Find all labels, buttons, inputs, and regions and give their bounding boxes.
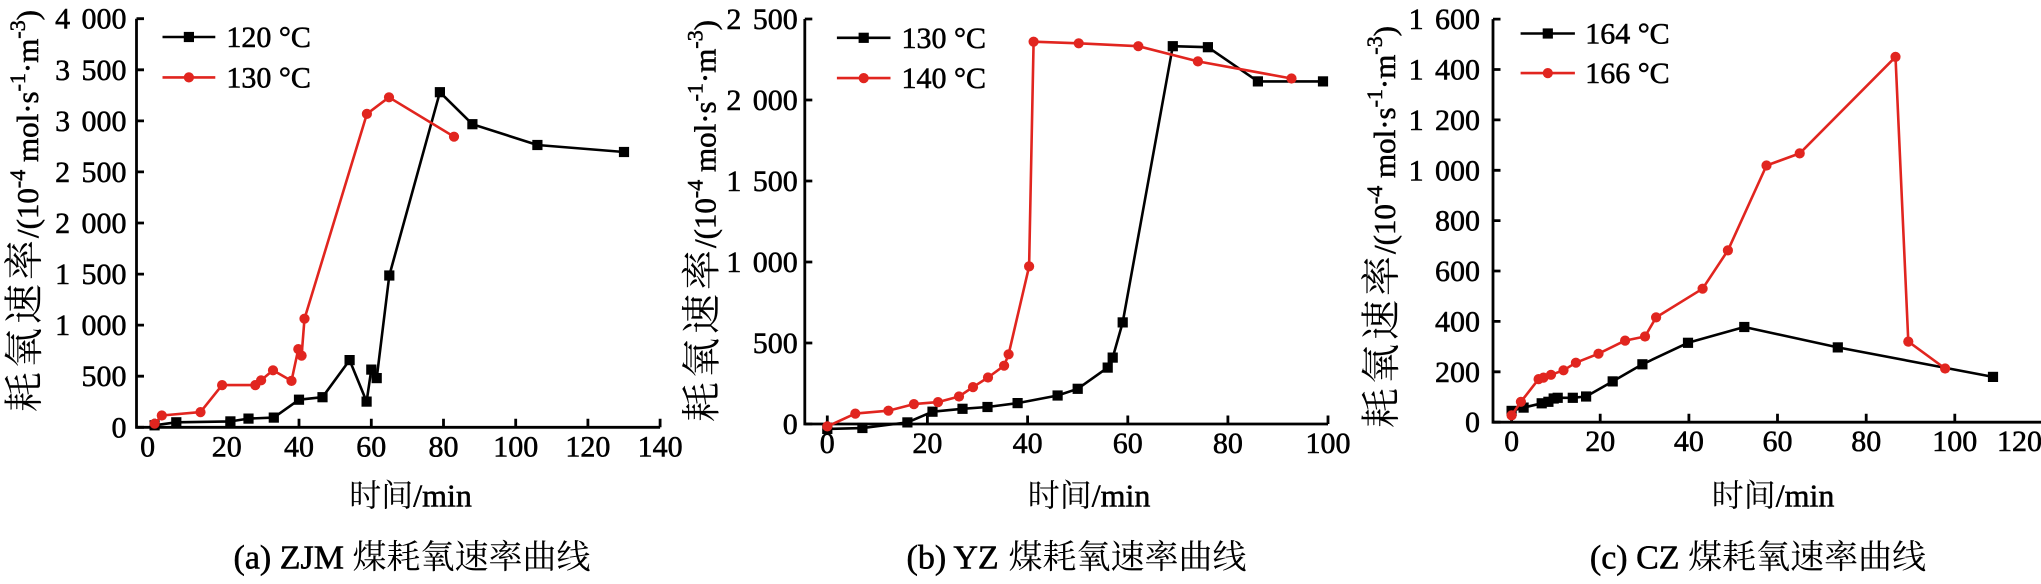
svg-text:100: 100 [1932,425,1977,458]
svg-text:/(10: /(10 [1367,204,1402,254]
svg-text:/min: /min [1776,478,1835,514]
svg-text:0: 0 [112,411,127,444]
svg-text:40: 40 [1013,427,1043,460]
svg-text:500: 500 [82,360,127,393]
svg-text:·m: ·m [10,39,45,73]
svg-text:140: 140 [638,430,683,463]
svg-text:500: 500 [82,258,127,291]
svg-text:·m: ·m [1367,55,1402,89]
svg-text:120: 120 [1997,425,2041,458]
svg-text:140 °C: 140 °C [902,62,987,95]
svg-text:600: 600 [1435,3,1480,36]
svg-text:3: 3 [55,105,70,138]
svg-text:2: 2 [726,84,741,117]
svg-text:60: 60 [1113,427,1143,460]
svg-text:80: 80 [429,430,459,463]
svg-text:000: 000 [82,309,127,342]
svg-text:166 °C: 166 °C [1585,57,1670,90]
svg-text:1: 1 [726,165,741,198]
svg-text:000: 000 [82,3,127,36]
svg-text:60: 60 [1763,425,1793,458]
svg-text:1: 1 [1409,154,1424,187]
svg-text:000: 000 [753,246,798,279]
svg-text:(b) YZ: (b) YZ [907,540,999,577]
svg-text:20: 20 [212,430,242,463]
svg-text:(c) CZ: (c) CZ [1590,540,1680,577]
svg-text:): ) [688,20,723,30]
svg-text:(a) ZJM: (a) ZJM [234,540,344,577]
svg-text:100: 100 [1306,427,1351,460]
svg-text:40: 40 [1674,425,1704,458]
svg-text:000: 000 [1435,154,1480,187]
svg-text:500: 500 [753,3,798,36]
svg-text:/(10: /(10 [10,188,45,238]
svg-text:mol·s: mol·s [1367,107,1402,178]
svg-text:1: 1 [1409,104,1424,137]
svg-text:): ) [10,10,45,20]
svg-text:-4: -4 [5,170,30,188]
svg-text:1: 1 [1409,54,1424,87]
svg-text:60: 60 [356,430,386,463]
svg-text:0: 0 [820,427,835,460]
svg-text:120: 120 [565,430,610,463]
svg-text:130 °C: 130 °C [226,61,311,94]
svg-text:400: 400 [1435,54,1480,87]
svg-text:-3: -3 [683,30,708,48]
svg-text:20: 20 [1585,425,1615,458]
svg-text:-1: -1 [1362,89,1387,107]
svg-text:·m: ·m [688,49,723,83]
svg-text:1: 1 [55,258,70,291]
svg-text:80: 80 [1213,427,1243,460]
svg-text:120 °C: 120 °C [226,21,311,54]
svg-text:000: 000 [82,207,127,240]
svg-text:2: 2 [726,3,741,36]
svg-text:000: 000 [82,105,127,138]
svg-text:0: 0 [783,408,798,441]
svg-text:0: 0 [1465,406,1480,439]
svg-text:200: 200 [1435,104,1480,137]
svg-text:1: 1 [726,246,741,279]
svg-text:1: 1 [55,309,70,342]
svg-text:000: 000 [753,84,798,117]
svg-text:-4: -4 [1362,186,1387,204]
svg-text:100: 100 [493,430,538,463]
svg-text:200: 200 [1435,356,1480,389]
svg-text:2: 2 [55,156,70,189]
svg-text:/(10: /(10 [688,198,723,248]
svg-text:-1: -1 [5,73,30,91]
svg-text:164 °C: 164 °C [1585,18,1670,51]
svg-text:400: 400 [1435,305,1480,338]
svg-text:-3: -3 [5,20,30,38]
svg-text:130 °C: 130 °C [902,22,987,55]
svg-text:mol·s: mol·s [688,101,723,172]
svg-text:/min: /min [1092,478,1151,514]
svg-text:40: 40 [284,430,314,463]
svg-text:0: 0 [140,430,155,463]
svg-text:3: 3 [55,54,70,87]
svg-text:500: 500 [753,327,798,360]
svg-text:4: 4 [55,3,70,36]
svg-text:500: 500 [82,156,127,189]
svg-text:600: 600 [1435,255,1480,288]
svg-text:/min: /min [413,478,472,514]
svg-text:-3: -3 [1362,36,1387,54]
svg-text:-1: -1 [683,83,708,101]
svg-text:20: 20 [912,427,942,460]
svg-text:1: 1 [1409,3,1424,36]
svg-text:2: 2 [55,207,70,240]
svg-text:): ) [1367,26,1402,36]
svg-text:500: 500 [753,165,798,198]
svg-text:800: 800 [1435,205,1480,238]
svg-text:mol·s: mol·s [10,91,45,162]
svg-text:500: 500 [82,54,127,87]
svg-text:80: 80 [1851,425,1881,458]
svg-text:-4: -4 [683,180,708,198]
svg-text:0: 0 [1504,425,1519,458]
